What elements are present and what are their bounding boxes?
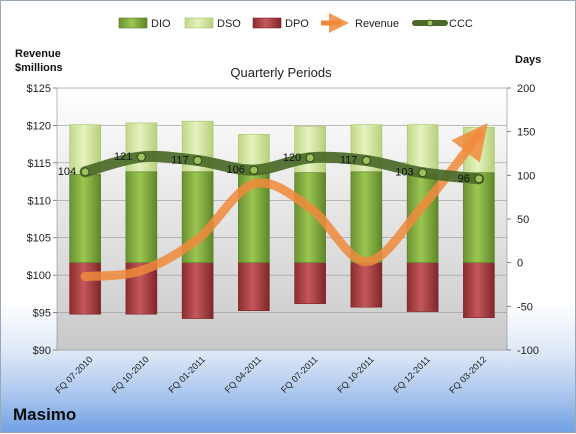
ccc-data-label: 120 — [283, 152, 301, 164]
bar-dio — [181, 171, 214, 263]
bar-dso — [294, 126, 326, 174]
legend-label: CCC — [449, 18, 473, 30]
chart-title: Quarterly Periods — [230, 65, 332, 80]
right-axis: -100 -50 0 50 100 150 200 — [507, 83, 539, 357]
x-tick-label: FQ 07-2011 — [279, 354, 320, 395]
x-tick-label: FQ 04-2011 — [223, 354, 264, 395]
left-tick-label: $105 — [27, 233, 51, 245]
left-axis: $90 $95 $100 $105 $110 $115 $120 $125 — [27, 83, 57, 357]
company-name: Masimo — [13, 405, 77, 424]
bar-dio — [350, 171, 383, 263]
left-tick-label: $125 — [27, 83, 51, 95]
x-tick-label: FQ 10-2010 — [110, 354, 151, 395]
bar-dpo — [350, 262, 383, 308]
ccc-data-label: 117 — [171, 154, 189, 166]
right-tick-label: -50 — [517, 301, 533, 313]
bar-dpo — [238, 262, 270, 311]
ccc-point — [193, 155, 203, 165]
bar-dio — [463, 172, 495, 263]
ccc-data-label: 117 — [340, 154, 358, 166]
ccc-point — [474, 174, 484, 184]
revenue-line — [80, 123, 488, 282]
ccc-point — [80, 167, 90, 177]
left-tick-label: $115 — [27, 158, 51, 170]
ccc-data-label: 96 — [458, 173, 470, 185]
bar-dpo — [69, 262, 101, 315]
right-tick-label: 0 — [517, 258, 523, 270]
right-tick-label: 150 — [517, 127, 535, 139]
x-tick-label: FQ 01-2011 — [166, 354, 207, 395]
ccc-point — [305, 153, 315, 163]
legend-label: DIO — [151, 18, 171, 30]
right-axis-label: Days — [515, 54, 541, 66]
line-series: 104 121 117 106 120 117 103 96 — [58, 123, 488, 282]
left-axis-label-line1: Revenue — [15, 48, 61, 60]
ccc-data-label: 103 — [395, 167, 413, 179]
legend-label: Revenue — [355, 18, 399, 30]
left-tick-label: $90 — [33, 345, 51, 357]
legend-swatch — [252, 17, 282, 29]
plot-area — [56, 87, 508, 351]
x-tick-label: FQ 03-2012 — [447, 354, 488, 395]
bar-dpo — [181, 262, 214, 319]
ccc-point — [249, 165, 259, 175]
legend-swatch — [184, 17, 214, 29]
bar-dpo — [406, 262, 439, 312]
ccc-data-label: 106 — [227, 164, 245, 176]
bar-dio — [69, 174, 101, 263]
ccc-point — [418, 168, 428, 178]
left-tick-label: $120 — [27, 120, 51, 132]
legend: DIO DSO DPO Revenue CCC — [118, 13, 473, 33]
ccc-point — [361, 155, 371, 165]
left-tick-label: $95 — [33, 308, 51, 320]
bar-dpo — [463, 262, 495, 318]
bar-dso — [125, 122, 158, 173]
bar-dio — [125, 171, 158, 263]
right-tick-label: 200 — [517, 83, 535, 95]
legend-label: DPO — [285, 18, 309, 30]
left-tick-label: $110 — [27, 195, 51, 207]
x-tick-label: FQ 07-2010 — [54, 354, 95, 395]
ccc-data-label: 104 — [58, 166, 76, 178]
right-tick-label: -100 — [517, 345, 539, 357]
ccc-data-label: 121 — [114, 151, 132, 163]
x-axis: FQ 07-2010 FQ 10-2010 FQ 01-2011 FQ 04-2011… — [54, 354, 489, 395]
ccc-line — [79, 150, 485, 185]
left-tick-label: $100 — [27, 270, 51, 282]
left-axis-label-line2: $millions — [15, 62, 63, 74]
legend-marker — [426, 19, 434, 27]
bar-dpo — [294, 262, 326, 305]
legend-label: DSO — [217, 18, 241, 30]
x-tick-label: FQ 12-2011 — [391, 354, 432, 395]
right-tick-label: 50 — [517, 214, 529, 226]
legend-swatch — [118, 17, 148, 29]
right-tick-label: 100 — [517, 170, 535, 182]
x-tick-label: FQ 10-2011 — [335, 354, 376, 395]
ccc-point — [136, 152, 146, 162]
